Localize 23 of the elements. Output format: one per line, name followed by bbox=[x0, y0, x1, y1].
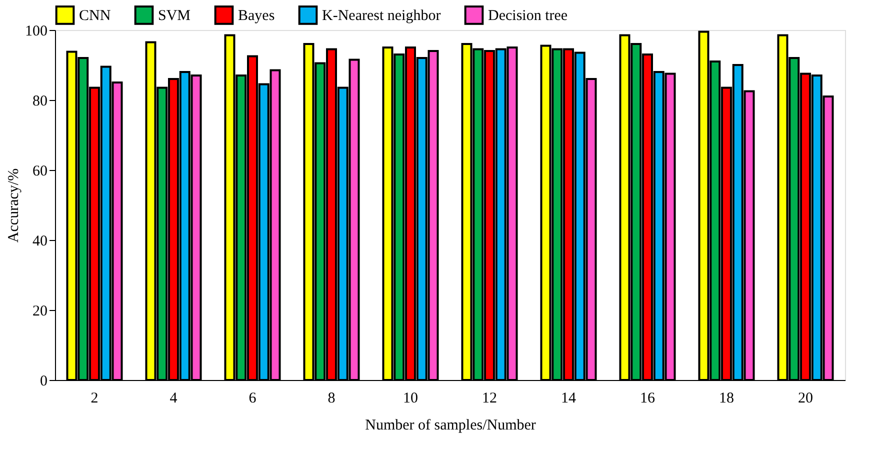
legend-label: K-Nearest neighbor bbox=[322, 8, 441, 24]
legend-label: Bayes bbox=[238, 8, 275, 24]
x-tick-label: 10 bbox=[403, 390, 418, 406]
x-tick-label: 4 bbox=[170, 390, 178, 406]
x-tick-label: 8 bbox=[328, 390, 336, 406]
x-axis-title: Number of samples/Number bbox=[365, 418, 536, 434]
y-tick-label: 20 bbox=[32, 304, 48, 320]
x-tick-label: 6 bbox=[248, 390, 257, 406]
x-tick-label: 12 bbox=[482, 390, 497, 406]
y-tick-label: 60 bbox=[32, 164, 48, 180]
legend-label: Decision tree bbox=[488, 8, 568, 24]
x-tick-label: 20 bbox=[798, 390, 813, 406]
x-tick-label: 14 bbox=[561, 390, 576, 406]
y-tick-label: 0 bbox=[40, 374, 48, 390]
x-tick-label: 2 bbox=[90, 390, 98, 406]
y-axis-title: Accuracy/% bbox=[6, 168, 22, 243]
y-tick-label: 100 bbox=[25, 24, 48, 40]
x-tick-label: 16 bbox=[640, 390, 656, 406]
y-tick-label: 40 bbox=[32, 234, 48, 250]
legend-label: SVM bbox=[158, 8, 191, 24]
x-tick-label: 18 bbox=[719, 390, 734, 406]
legend-label: CNN bbox=[79, 8, 111, 24]
y-tick-label: 80 bbox=[32, 94, 48, 110]
